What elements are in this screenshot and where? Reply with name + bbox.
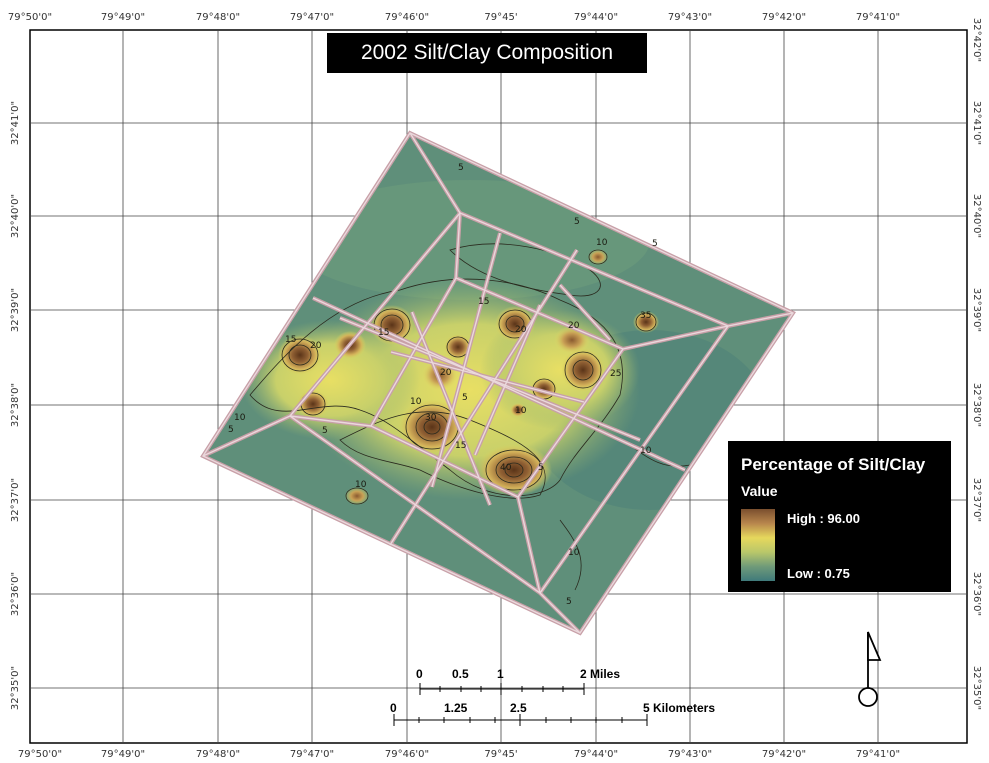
lon-label: 79°49'0" (101, 12, 145, 23)
latitude-labels-left: 32°41'0" 32°40'0" 32°39'0" 32°38'0" 32°3… (10, 101, 21, 710)
contour-label: 15 (378, 328, 389, 338)
legend: Percentage of Silt/Clay Value High : 96.… (728, 441, 951, 592)
scale-label: 2 Miles (580, 667, 620, 681)
contour-label: 5 (228, 425, 234, 435)
legend-low-label: Low : 0.75 (787, 566, 850, 581)
lon-label: 79°46'0" (385, 749, 429, 760)
longitude-labels-bottom: 79°50'0" 79°49'0" 79°48'0" 79°47'0" 79°4… (18, 749, 900, 760)
contour-label: 20 (568, 321, 580, 331)
lon-label: 79°49'0" (101, 749, 145, 760)
lat-label: 32°38'0" (10, 383, 21, 427)
scale-label: 1 (497, 667, 504, 681)
lon-label: 79°45' (484, 749, 517, 760)
scale-label: 2.5 (510, 701, 527, 715)
map-title: 2002 Silt/Clay Composition (327, 33, 647, 73)
lat-label: 32°39'0" (971, 288, 982, 332)
lon-label: 79°44'0" (574, 12, 618, 23)
contour-label: 10 (596, 238, 608, 248)
contour-label: 5 (652, 239, 658, 249)
lon-label: 79°48'0" (196, 12, 240, 23)
contour-label: 25 (610, 369, 621, 379)
contour-label: 20 (310, 341, 322, 351)
lat-label: 32°42'0" (971, 18, 982, 62)
lat-label: 32°37'0" (971, 478, 982, 522)
contour-label: 5 (322, 426, 328, 436)
contour-value-labels: 5 5 5 10 15 20 15 15 20 20 25 20 10 5 30… (228, 163, 658, 607)
scale-label: 0 (390, 701, 397, 715)
lat-label: 32°37'0" (10, 478, 21, 522)
north-arrow-icon (858, 631, 882, 707)
lat-label: 32°35'0" (971, 666, 982, 710)
longitude-labels-top: 79°50'0" 79°49'0" 79°48'0" 79°47'0" 79°4… (8, 12, 900, 23)
lon-label: 79°47'0" (290, 12, 334, 23)
lat-label: 32°41'0" (971, 101, 982, 145)
lon-label: 79°47'0" (290, 749, 334, 760)
contour-label: 10 (410, 397, 422, 407)
contour-label: 15 (455, 441, 466, 451)
contour-label: 20 (440, 368, 452, 378)
lon-label: 79°41'0" (856, 749, 900, 760)
lat-label: 32°41'0" (10, 101, 21, 145)
lon-label: 79°44'0" (574, 749, 618, 760)
lat-label: 32°40'0" (971, 194, 982, 238)
lon-label: 79°43'0" (668, 12, 712, 23)
contour-label: 5 (538, 463, 544, 473)
lon-label: 79°42'0" (762, 12, 806, 23)
scale-bar-km: 0 1.25 2.5 5 Kilometers (390, 701, 715, 726)
legend-title: Percentage of Silt/Clay (741, 455, 926, 474)
scale-label: 0.5 (452, 667, 469, 681)
contour-label: 15 (478, 297, 489, 307)
lon-label: 79°50'0" (18, 749, 62, 760)
lon-label: 79°48'0" (196, 749, 240, 760)
lon-label: 79°42'0" (762, 749, 806, 760)
legend-subtitle: Value (741, 483, 778, 499)
scale-bar-miles: 0 0.5 1 2 Miles (416, 667, 620, 695)
lon-label: 79°46'0" (385, 12, 429, 23)
lat-label: 32°40'0" (10, 194, 21, 238)
lon-label: 79°45' (484, 12, 517, 23)
lon-label: 79°41'0" (856, 12, 900, 23)
scale-label: 5 Kilometers (643, 701, 715, 715)
contour-label: 5 (458, 163, 464, 173)
legend-high-label: High : 96.00 (787, 511, 860, 526)
lat-label: 32°36'0" (10, 572, 21, 616)
lat-label: 32°38'0" (971, 383, 982, 427)
contour-label: 20 (515, 325, 527, 335)
scale-label: 1.25 (444, 701, 468, 715)
latitude-labels-right: 32°42'0" 32°41'0" 32°40'0" 32°39'0" 32°3… (971, 18, 982, 710)
contour-label: 15 (285, 335, 296, 345)
contour-label: 5 (574, 217, 580, 227)
contour-label: 10 (568, 548, 580, 558)
lat-label: 32°39'0" (10, 288, 21, 332)
lat-label: 32°36'0" (971, 572, 982, 616)
legend-color-ramp (741, 509, 775, 581)
lon-label: 79°50'0" (8, 12, 52, 23)
scale-label: 0 (416, 667, 423, 681)
contour-label: 10 (355, 480, 367, 490)
survey-grid (200, 130, 796, 636)
lon-label: 79°43'0" (668, 749, 712, 760)
lat-label: 32°35'0" (10, 666, 21, 710)
contour-label: 30 (425, 413, 437, 423)
contour-label: 5 (566, 597, 572, 607)
contour-label: 10 (515, 406, 527, 416)
contour-label: 35 (640, 311, 651, 321)
contour-label: 5 (462, 393, 468, 403)
contour-label: 10 (640, 446, 652, 456)
contour-label: 40 (500, 463, 512, 473)
contour-label: 10 (234, 413, 246, 423)
